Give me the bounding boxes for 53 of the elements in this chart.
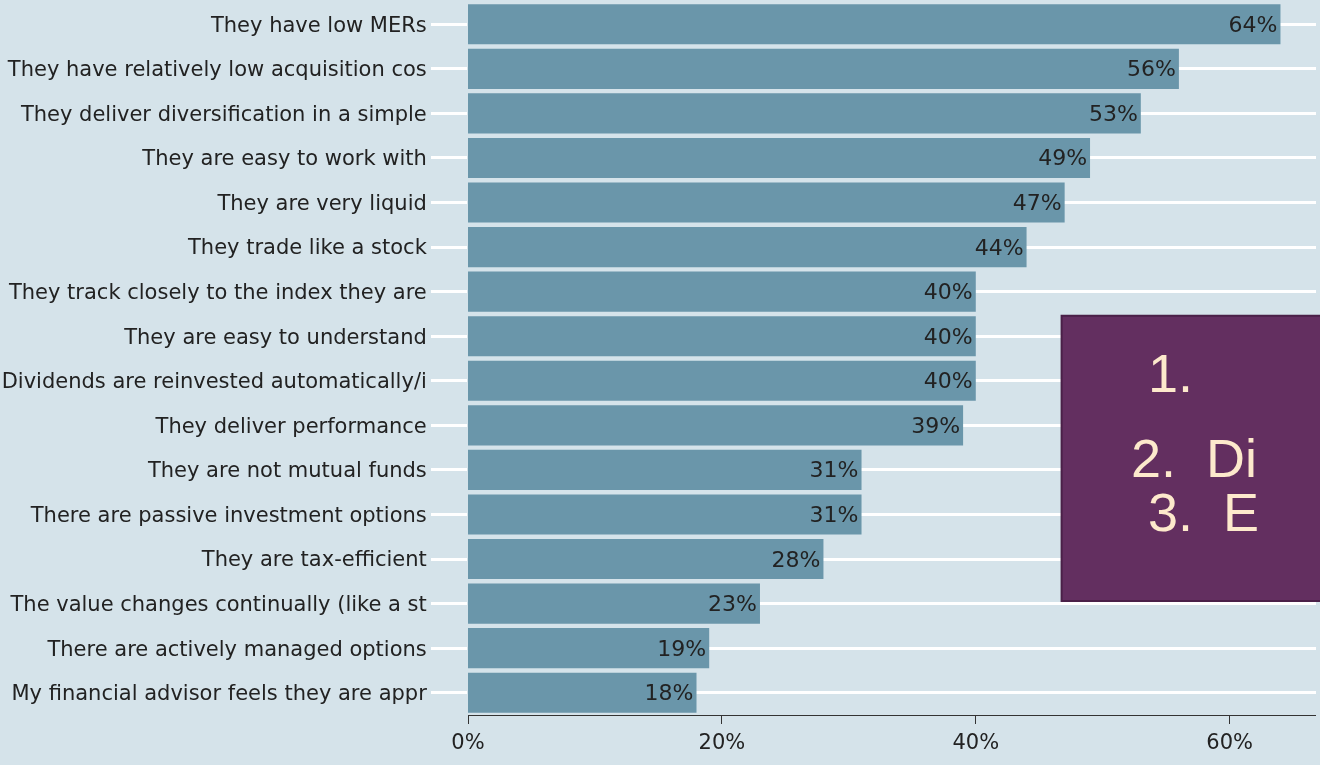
y-tick-label: There are passive investment options — [29, 502, 427, 527]
y-tick-label: They have low MERs — [209, 12, 427, 37]
data-label: 40% — [923, 279, 973, 305]
y-tick-label: They trade like a stock — [187, 235, 428, 260]
data-label: 40% — [923, 323, 973, 349]
y-tick-label: They are very liquid — [216, 190, 427, 215]
x-tick-label: 20% — [698, 730, 746, 755]
data-label: 31% — [809, 501, 859, 527]
bar — [468, 628, 710, 669]
data-label: 49% — [1038, 145, 1088, 171]
y-tick-label: They track closely to the index they are — [7, 280, 427, 305]
bar — [468, 405, 964, 446]
bar — [468, 271, 976, 312]
bar — [468, 93, 1141, 134]
bar — [468, 538, 824, 580]
y-tick-label: They are easy to work with — [141, 146, 427, 171]
y-tick-label: They are not mutual funds — [146, 458, 427, 483]
y-tick-label: There are actively managed options — [46, 636, 427, 661]
data-label: 19% — [657, 635, 707, 661]
data-label: 53% — [1088, 100, 1138, 126]
data-label: 28% — [771, 546, 821, 572]
bar — [468, 494, 862, 535]
data-label: 31% — [809, 457, 859, 483]
annotation: 1. — [1148, 343, 1194, 403]
bar — [468, 449, 862, 490]
bar — [468, 182, 1065, 223]
bar — [468, 4, 1281, 45]
y-tick-label: The value changes continually (like a st — [9, 591, 427, 616]
y-tick-label: Dividends are reinvested automatically/i — [1, 369, 427, 394]
bar — [468, 227, 1027, 268]
y-tick-label: My financial advisor feels they are appr — [11, 681, 428, 706]
bar — [468, 48, 1179, 89]
data-label: 18% — [644, 680, 694, 706]
bar — [468, 360, 976, 401]
data-label: 47% — [1012, 190, 1062, 216]
x-tick-label: 40% — [952, 730, 1000, 755]
data-label: 64% — [1228, 11, 1278, 37]
y-tick-label: They are easy to understand — [123, 324, 427, 349]
bar — [468, 583, 760, 624]
data-label: 44% — [974, 234, 1024, 260]
y-tick-label: They deliver performance — [154, 413, 427, 438]
data-label: 39% — [911, 412, 961, 438]
x-tick-label: 0% — [451, 730, 485, 755]
data-label: 40% — [923, 368, 973, 394]
data-label: 23% — [708, 591, 757, 617]
bar — [468, 672, 697, 713]
bar — [468, 137, 1091, 179]
y-tick-label: They have relatively low acquisition cos — [6, 57, 427, 82]
x-tick-label: 60% — [1206, 730, 1254, 755]
bar — [468, 316, 976, 357]
data-label: 56% — [1126, 56, 1176, 82]
y-tick-label: They deliver diversification in a simple — [19, 101, 427, 126]
y-tick-label: They are tax-efficient — [200, 547, 427, 572]
